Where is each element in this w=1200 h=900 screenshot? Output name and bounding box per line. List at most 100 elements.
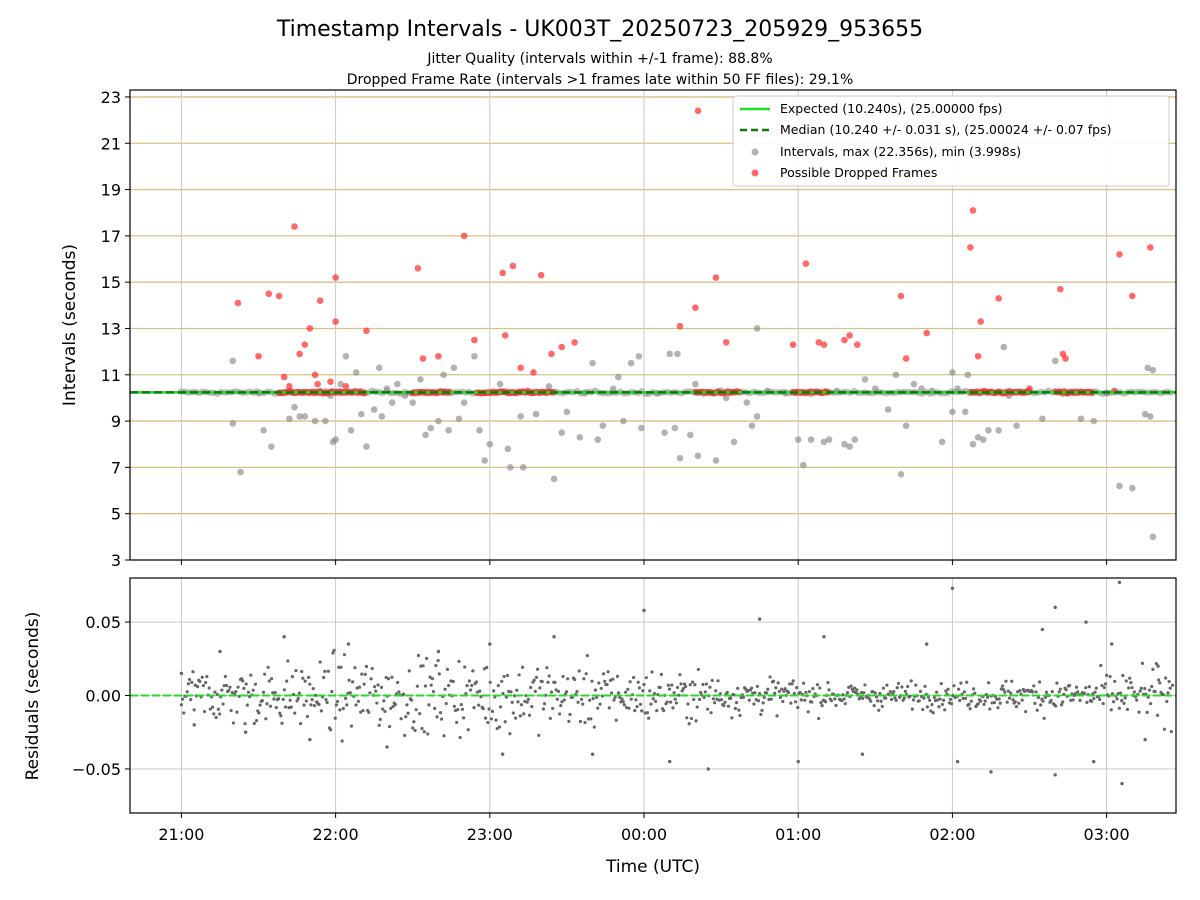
interval-point xyxy=(1013,422,1020,430)
residual-point xyxy=(440,717,444,721)
residual-point xyxy=(1035,708,1039,712)
residual-point xyxy=(252,721,256,726)
dropped-frame-point xyxy=(548,350,555,358)
residual-point xyxy=(694,719,698,723)
residual-point xyxy=(693,683,697,687)
residual-point xyxy=(517,673,521,677)
dropped-frame-point xyxy=(977,318,984,325)
residual-point xyxy=(819,700,823,705)
residual-point xyxy=(749,686,754,690)
residual-point xyxy=(457,659,461,664)
residual-point xyxy=(229,709,233,713)
interval-point xyxy=(445,427,452,434)
residual-point xyxy=(903,689,907,694)
dropped-frame-point xyxy=(501,332,509,339)
residual-point xyxy=(1009,691,1013,695)
residual-point xyxy=(1128,676,1132,680)
residual-point xyxy=(911,698,916,702)
residual-point xyxy=(561,674,565,679)
residual-point xyxy=(590,752,595,756)
interval-point xyxy=(471,352,478,360)
residual-point xyxy=(873,691,877,695)
residual-point xyxy=(778,695,783,699)
residual-point xyxy=(189,698,193,702)
interval-point xyxy=(753,325,761,332)
dropped-frame-point xyxy=(692,304,699,311)
interval-point xyxy=(507,464,514,471)
residual-point xyxy=(515,688,519,692)
dropped-frame-point xyxy=(316,297,324,304)
residual-point xyxy=(992,701,997,705)
residual-point xyxy=(537,733,541,737)
residual-point xyxy=(996,706,1000,710)
interval-point xyxy=(291,403,298,411)
interval-point xyxy=(589,359,596,367)
residual-point xyxy=(1011,698,1015,702)
residual-point xyxy=(791,679,795,683)
residual-point xyxy=(822,635,826,639)
residual-point xyxy=(559,703,563,708)
residual-point xyxy=(488,680,492,684)
dropped-frame-point xyxy=(311,371,319,379)
residual-point xyxy=(955,759,960,764)
residual-point xyxy=(442,734,446,738)
residual-point xyxy=(300,669,304,674)
residual-point xyxy=(773,691,777,695)
interval-point xyxy=(427,424,434,432)
residual-point xyxy=(679,682,683,686)
interval-point xyxy=(974,433,982,441)
residual-point xyxy=(369,677,373,681)
residual-point xyxy=(1164,676,1168,680)
interval-point xyxy=(897,471,905,478)
x-tick-label: 03:00 xyxy=(1084,825,1130,844)
interval-point xyxy=(1000,343,1008,351)
residual-point xyxy=(1120,699,1124,703)
residual-point xyxy=(477,703,481,707)
residual-point xyxy=(478,689,482,693)
interval-point xyxy=(938,438,946,446)
residual-point xyxy=(1014,705,1019,709)
residual-point xyxy=(874,695,879,699)
residual-point xyxy=(485,665,489,670)
residual-point xyxy=(774,686,778,690)
dropped-frame-point xyxy=(460,232,468,240)
interval-point xyxy=(1077,415,1085,423)
residual-point xyxy=(416,653,421,658)
residual-point xyxy=(497,725,502,729)
residual-point xyxy=(1129,680,1133,685)
legend-dropped-swatch xyxy=(751,169,759,177)
residual-point xyxy=(761,701,765,705)
residual-point xyxy=(443,687,447,691)
residual-point xyxy=(944,689,948,693)
residual-point xyxy=(503,720,507,724)
residual-point xyxy=(227,688,231,692)
residual-point xyxy=(296,696,300,701)
intervals-y-tick-label: 11 xyxy=(101,366,121,385)
residual-point xyxy=(606,670,610,674)
residual-point xyxy=(545,666,549,670)
residual-point xyxy=(792,691,796,696)
dropped-frame-point xyxy=(327,378,334,386)
residual-point xyxy=(658,685,662,690)
residual-point xyxy=(529,685,533,690)
residual-point xyxy=(892,690,896,694)
residual-point xyxy=(921,707,925,712)
residual-point xyxy=(1120,781,1124,786)
intervals-y-tick-label: 7 xyxy=(111,458,121,477)
residual-point xyxy=(201,684,205,688)
residual-point xyxy=(570,695,574,700)
interval-point xyxy=(620,417,627,425)
residual-point xyxy=(818,686,822,690)
residual-point xyxy=(279,714,283,718)
residual-point xyxy=(404,715,408,719)
residual-point xyxy=(519,703,524,707)
residual-point xyxy=(896,681,901,686)
legend-expected-label: Expected (10.240s), (25.00000 fps) xyxy=(780,101,1002,116)
dropped-frame-point xyxy=(722,339,730,346)
interval-point xyxy=(694,452,702,460)
residual-point xyxy=(281,697,285,701)
residual-point xyxy=(1004,679,1008,683)
residual-point xyxy=(278,711,282,715)
residual-point xyxy=(697,697,702,702)
interval-point xyxy=(861,376,869,383)
